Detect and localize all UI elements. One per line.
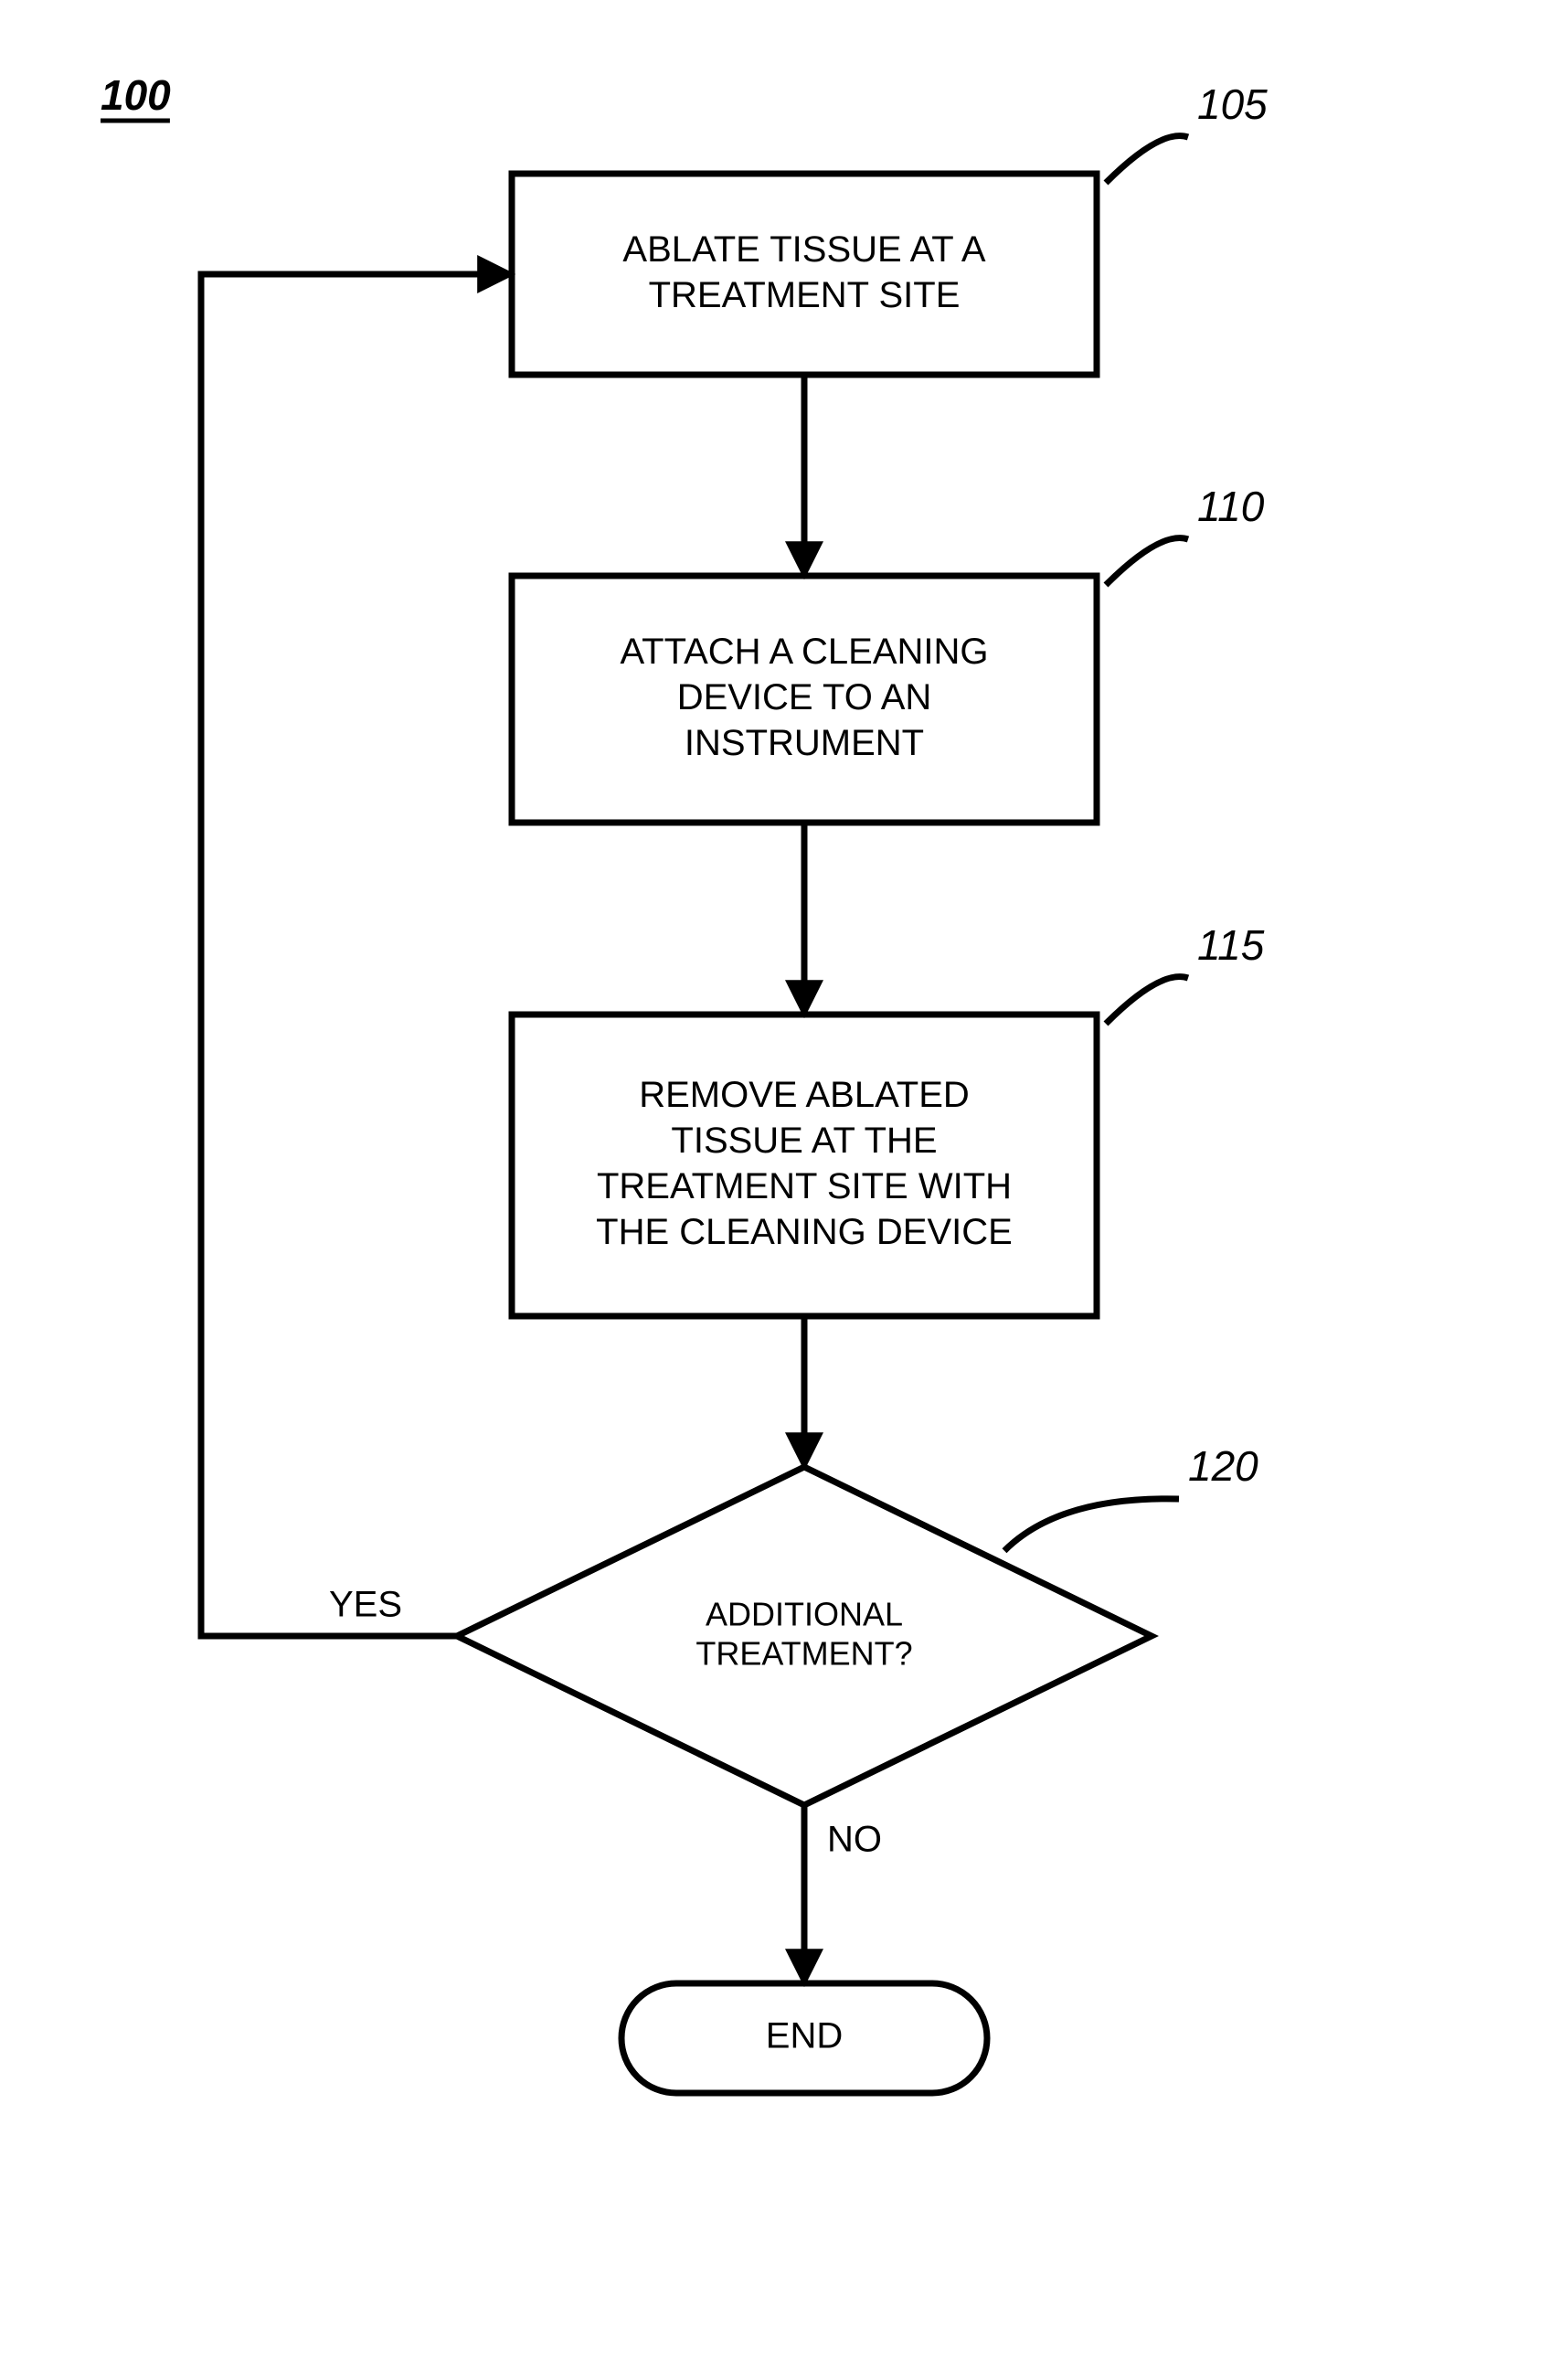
label-no: NO bbox=[827, 1820, 882, 1860]
step-remove: REMOVE ABLATEDTISSUE AT THETREATMENT SIT… bbox=[512, 1015, 1097, 1316]
label-yes: YES bbox=[329, 1585, 402, 1625]
figure-number-label: 100 bbox=[101, 71, 171, 119]
svg-text:115: 115 bbox=[1197, 921, 1265, 969]
ref-120: 120 bbox=[1004, 1442, 1258, 1551]
ref-110: 110 bbox=[1106, 483, 1265, 585]
edge-decision-yes-loop bbox=[201, 274, 512, 1636]
svg-text:END: END bbox=[766, 2016, 843, 2056]
step-attach: ATTACH A CLEANINGDEVICE TO ANINSTRUMENT bbox=[512, 576, 1097, 823]
svg-text:110: 110 bbox=[1197, 483, 1265, 530]
step-ablate: ABLATE TISSUE AT ATREATMENT SITE bbox=[512, 174, 1097, 375]
terminator-end: END bbox=[621, 1983, 987, 2093]
svg-text:120: 120 bbox=[1188, 1442, 1258, 1490]
svg-text:105: 105 bbox=[1197, 80, 1268, 128]
ref-115: 115 bbox=[1106, 921, 1265, 1024]
ref-105: 105 bbox=[1106, 80, 1268, 183]
